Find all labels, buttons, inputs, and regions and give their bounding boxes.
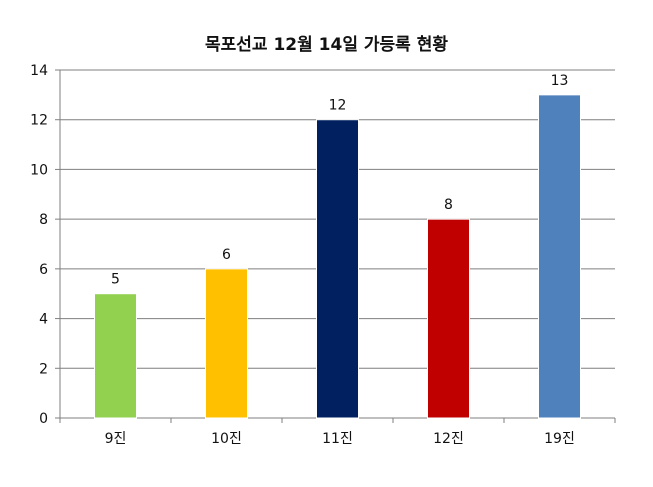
chart-title: 목포선교 12월 14일 가등록 현황 [204, 35, 449, 55]
bar-4 [427, 218, 470, 419]
y-tick-label: 14 [30, 63, 48, 79]
data-label: 6 [222, 247, 231, 263]
x-tick-label: 9진 [105, 431, 127, 447]
bar-3 [316, 119, 359, 419]
data-label: 8 [444, 197, 453, 213]
data-label: 13 [551, 73, 569, 89]
x-tick-label: 12진 [433, 431, 464, 447]
x-tick-label: 10진 [211, 431, 242, 447]
data-label: 12 [329, 98, 347, 114]
bar-2 [205, 268, 248, 419]
bar-5 [538, 94, 581, 419]
x-tick-label: 11진 [322, 431, 353, 447]
y-tick-label: 6 [39, 262, 48, 278]
bar-1 [94, 293, 137, 419]
y-tick-label: 0 [39, 411, 48, 427]
y-tick-label: 12 [30, 113, 48, 129]
y-tick-label: 8 [39, 212, 48, 228]
y-tick-label: 4 [39, 312, 48, 328]
y-tick-label: 2 [39, 361, 48, 377]
data-label: 5 [111, 272, 120, 288]
y-tick-label: 10 [30, 162, 48, 178]
x-tick-label: 19진 [544, 431, 575, 447]
